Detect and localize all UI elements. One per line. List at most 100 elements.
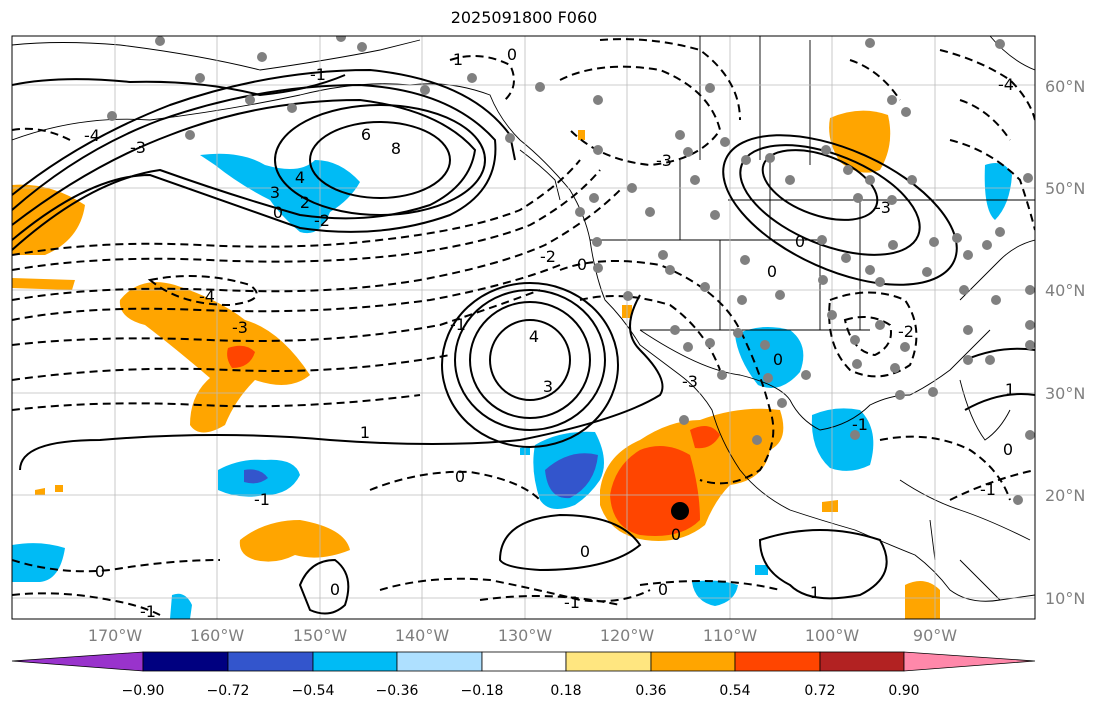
contour-label: 0 (658, 580, 668, 599)
contour-label: 0 (273, 203, 283, 222)
contour-label: -3 (656, 151, 672, 170)
contour-label: 0 (330, 580, 340, 599)
colorbar-tick-label: −0.18 (460, 683, 504, 699)
colorbar-tick-label: 0.36 (635, 683, 667, 699)
lat-label: 10°N (1045, 589, 1086, 608)
shade-red (690, 426, 720, 449)
positive-contours (12, 68, 1035, 615)
contour-label: -1 (852, 415, 868, 434)
colorbar (11, 651, 1036, 672)
contour-label: 0 (507, 45, 517, 64)
lon-label: 170°W (87, 626, 143, 645)
shade-orange (822, 500, 838, 512)
colorbar-swatch (650, 651, 736, 672)
contour-label: 0 (671, 525, 681, 544)
contour-label: 2 (300, 193, 310, 212)
contour-label: -1 (140, 602, 156, 621)
lon-label: 130°W (497, 626, 553, 645)
colorbar-tick-label: −0.36 (375, 683, 419, 699)
shade-blue (755, 565, 768, 575)
colorbar-swatch (734, 651, 821, 672)
contour-label: -1 (564, 593, 580, 612)
contour-label: -1 (310, 65, 326, 84)
lon-label: 150°W (292, 626, 348, 645)
colorbar-tick-label: 0.72 (804, 683, 836, 699)
shade-orange (239, 520, 350, 562)
lat-label: 30°N (1045, 384, 1086, 403)
shade-red (227, 345, 255, 368)
contour-label: 0 (580, 542, 590, 561)
contour-label: -3 (682, 372, 698, 391)
lon-label: 160°W (189, 626, 245, 645)
contour-label: 0 (577, 255, 587, 274)
colorbar-swatch (396, 651, 483, 672)
colorbar-tick-label: −0.90 (121, 683, 165, 699)
contour-label: 0 (773, 350, 783, 369)
contour-label: 1 (453, 50, 463, 69)
contour-label: -1 (254, 490, 270, 509)
colorbar-extend-low (11, 651, 144, 672)
colorbar-swatch (819, 651, 905, 672)
contour-label: -4 (199, 287, 215, 306)
shade-blue (170, 593, 192, 619)
contour-label: -3 (130, 138, 146, 157)
shade-orange (119, 282, 311, 433)
shade-orange (578, 130, 585, 140)
shade-orange (905, 581, 940, 619)
colorbar-swatch (481, 651, 567, 672)
lat-label: 50°N (1045, 179, 1086, 198)
contour-label: 0 (795, 232, 805, 251)
contour-label: -3 (232, 318, 248, 337)
negative-contours (12, 38, 1035, 616)
shade-orange (12, 278, 75, 290)
shade-blue (984, 162, 1012, 220)
lat-label: 60°N (1045, 77, 1086, 96)
colorbar-swatch (142, 651, 229, 672)
colorbar-swatch (227, 651, 314, 672)
contour-label: 1 (810, 583, 820, 602)
contour-label: -1 (450, 315, 466, 334)
contour-label: 3 (270, 183, 280, 202)
map-frame (11, 35, 1036, 620)
shade-blue (692, 580, 738, 606)
contour-label: 6 (361, 125, 371, 144)
shade-blue (735, 326, 804, 389)
contour-label: 0 (95, 562, 105, 581)
colorbar-extend-high (903, 651, 1036, 672)
lon-label: 90°W (912, 626, 958, 645)
contour-label: -2 (540, 247, 556, 266)
colorbar-swatch (312, 651, 398, 672)
map-title: 2025091800 F060 (450, 8, 598, 27)
colorbar-swatch (565, 651, 652, 672)
lon-label: 110°W (702, 626, 758, 645)
contour-label: 0 (1003, 440, 1013, 459)
lon-label: 140°W (394, 626, 450, 645)
colorbar-tick-label: −0.54 (291, 683, 335, 699)
contour-label: -1 (980, 480, 996, 499)
contour-label: -4 (84, 126, 100, 145)
contour-label: -2 (314, 211, 330, 230)
contour-label: 0 (767, 262, 777, 281)
contour-label: 4 (295, 168, 305, 187)
contour-label: -3 (875, 198, 891, 217)
contour-label: 4 (529, 327, 539, 346)
colorbar-tick-label: 0.90 (888, 683, 920, 699)
contour-label: 1 (360, 423, 370, 442)
shade-blue-dark (244, 469, 268, 484)
contour-label: 8 (391, 139, 401, 158)
contour-label: -4 (998, 75, 1014, 94)
lat-label: 20°N (1045, 486, 1086, 505)
coastlines (12, 36, 1035, 602)
shade-blue (12, 543, 65, 582)
contour-label: 3 (543, 377, 553, 396)
lon-label: 100°W (804, 626, 860, 645)
colorbar-tick-label: 0.18 (550, 683, 582, 699)
contour-label: 1 (1005, 380, 1015, 399)
lat-label: 40°N (1045, 281, 1086, 300)
contour-labels: 6 8 4 3 2 0 -3 -4 -2 -1 1 0 -3 -4 3 4 -3… (84, 45, 1015, 621)
shade-blue (811, 408, 874, 471)
storm-marker (671, 502, 689, 520)
colorbar-tick-label: −0.72 (206, 683, 250, 699)
lon-label: 120°W (599, 626, 655, 645)
